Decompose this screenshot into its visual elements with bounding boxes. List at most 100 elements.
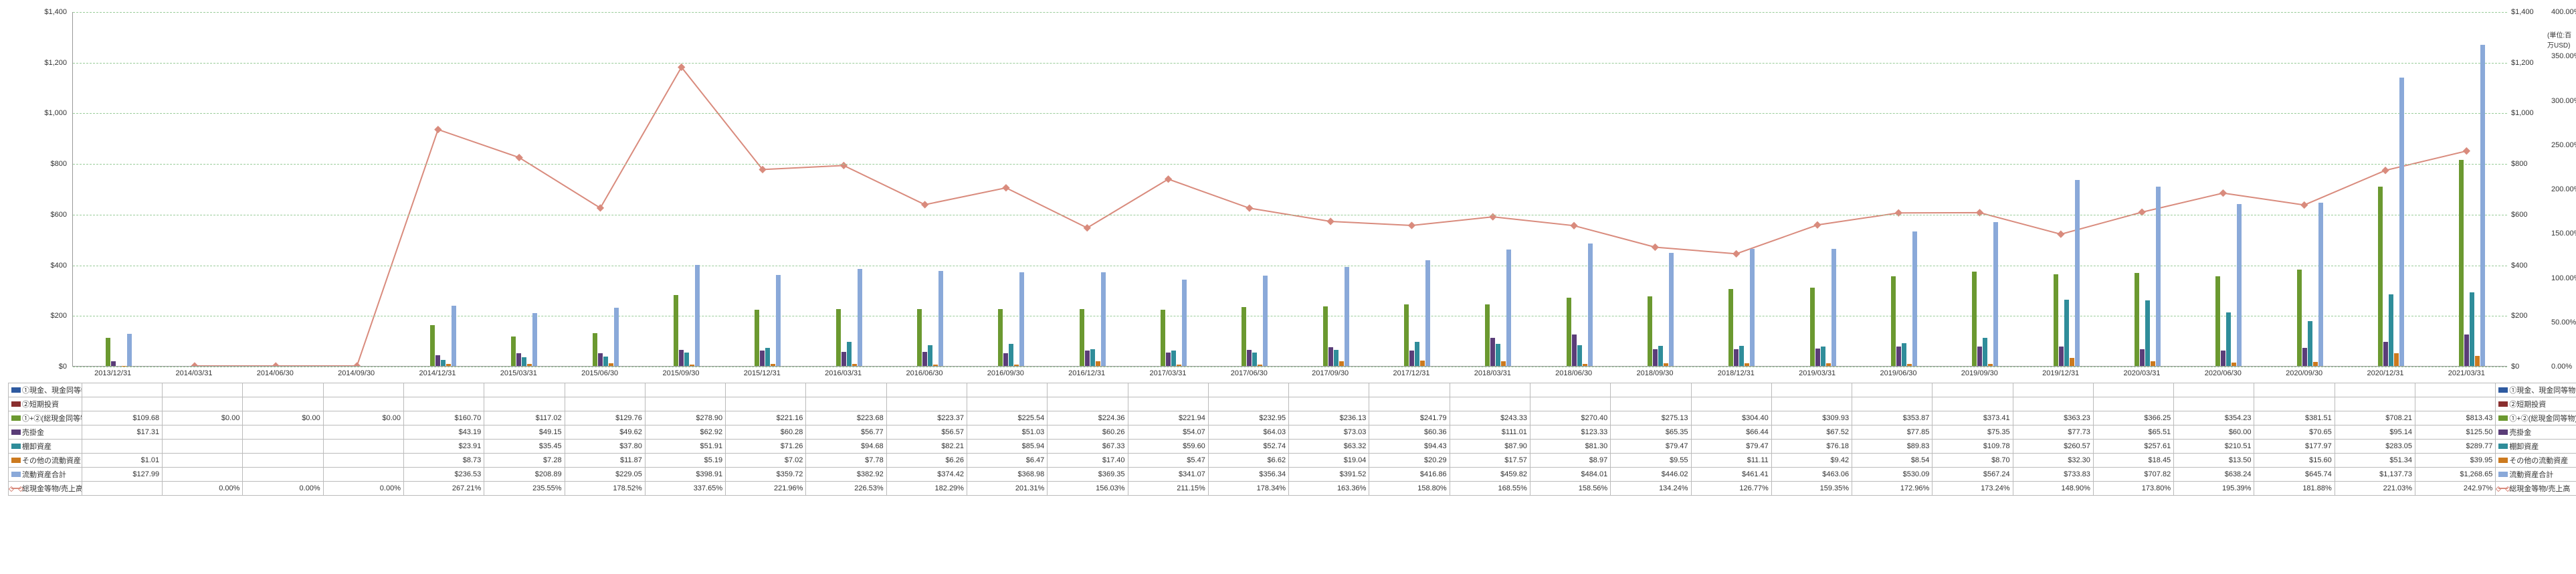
bar-inventory [1902,343,1906,366]
cell: $225.54 [967,411,1047,425]
bar-total_cash [1161,310,1165,366]
bar-ca_total [1345,267,1349,366]
cell: $733.83 [2013,468,2093,482]
cell: $123.33 [1530,425,1610,440]
x-tick: 2015/06/30 [581,369,618,377]
bar-total_cash [1485,304,1490,366]
bar-total_cash [836,309,841,366]
bar-total_cash [593,333,597,366]
y-tick-left: $600 [51,211,67,219]
cell: $8.73 [404,454,484,468]
cell: $353.87 [1852,411,1933,425]
cell [243,440,323,454]
cell: $289.77 [2415,440,2496,454]
cell: $11.11 [1691,454,1771,468]
row-label-right: その他の流動資産 [2496,454,2576,468]
cell [1530,383,1610,397]
bar-ca_total [938,271,943,366]
cell: $257.61 [2093,440,2173,454]
bar-ca_total [2156,187,2161,366]
cell: $65.51 [2093,425,2173,440]
cell: $236.53 [404,468,484,482]
cell: $20.29 [1369,454,1450,468]
bar-total_cash [1323,306,1328,366]
cell: $70.65 [2254,425,2335,440]
cell [1691,397,1771,411]
bar-ar [1085,351,1090,366]
cell: $60.36 [1369,425,1450,440]
cell: $224.36 [1048,411,1128,425]
bar-ar [2383,342,2388,366]
y-axis-right-1: $0$200$400$600$800$1,000$1,200$1,400 [2508,12,2549,367]
cell: $7.02 [726,454,806,468]
y-tick-right2: 250.00% [2551,141,2576,149]
bar-ar [1896,347,1901,366]
cell [645,383,725,397]
cell: $35.45 [484,440,565,454]
bar-total_cash [511,337,516,366]
cell: $87.90 [1450,440,1530,454]
cell: $66.44 [1691,425,1771,440]
cell [323,383,403,397]
bar-ar [1166,353,1171,366]
bar-total_cash [1648,296,1652,366]
bar-inventory [684,353,689,366]
cell: $37.80 [565,440,645,454]
cell [163,383,243,397]
x-tick: 2020/06/30 [2205,369,2242,377]
cell: $77.73 [2013,425,2093,440]
cell [404,383,484,397]
bar-total_cash [674,295,678,366]
y-tick-right2: 0.00% [2551,363,2572,371]
cell: $76.18 [1771,440,1852,454]
bar-ca_total [452,306,456,366]
bar-other_ca [2232,363,2236,366]
y-tick-left: $400 [51,262,67,270]
cell: 178.34% [1208,482,1288,496]
bar-other_ca [1907,364,1912,366]
bar-ca_total [1993,222,1998,366]
bar-total_cash [2378,187,2383,366]
cell: $223.37 [886,411,967,425]
bar-inventory [1090,349,1095,366]
x-tick: 2017/03/31 [1149,369,1186,377]
cell: $79.47 [1611,440,1691,454]
cell: $484.01 [1530,468,1610,482]
bar-ca_total [2318,203,2323,366]
x-tick: 2015/12/31 [744,369,781,377]
cell: 148.90% [2013,482,2093,496]
cell [163,397,243,411]
bar-ca_total [2480,45,2485,366]
y-tick-left: $1,000 [44,109,67,117]
cell: 134.24% [1611,482,1691,496]
cell: 182.29% [886,482,967,496]
cell: $94.68 [806,440,886,454]
bar-total_cash [2054,274,2058,367]
cell: 0.00% [323,482,403,496]
bar-inventory [603,357,608,366]
x-tick: 2017/12/31 [1393,369,1429,377]
table-row: ①+②(総現金同等物)$109.68$0.00$0.00$0.00$160.70… [9,411,2576,425]
cell: $18.45 [2093,454,2173,468]
cell: $81.30 [1530,440,1610,454]
x-tick: 2020/03/31 [2123,369,2160,377]
cell: 195.39% [2174,482,2254,496]
bar-ar [2140,349,2145,366]
data-table: ①現金、現金同等物①現金、現金同等物②短期投資②短期投資①+②(総現金同等物)$… [8,383,2576,496]
bar-ar [679,350,684,366]
x-tick: 2016/09/30 [987,369,1024,377]
x-tick: 2016/06/30 [906,369,943,377]
cell: $73.03 [1289,425,1369,440]
cell: $707.82 [2093,468,2173,482]
cell [967,397,1047,411]
bar-other_ca [1339,361,1344,366]
bar-ar [1977,347,1982,366]
data-table-area: ①現金、現金同等物①現金、現金同等物②短期投資②短期投資①+②(総現金同等物)$… [8,383,2576,496]
cell: $304.40 [1691,411,1771,425]
cell: $43.19 [404,425,484,440]
bar-ar [1409,351,1414,366]
bar-total_cash [917,309,922,366]
bar-total_cash [998,309,1003,366]
bar-other_ca [690,365,694,366]
cell: $0.00 [243,411,323,425]
